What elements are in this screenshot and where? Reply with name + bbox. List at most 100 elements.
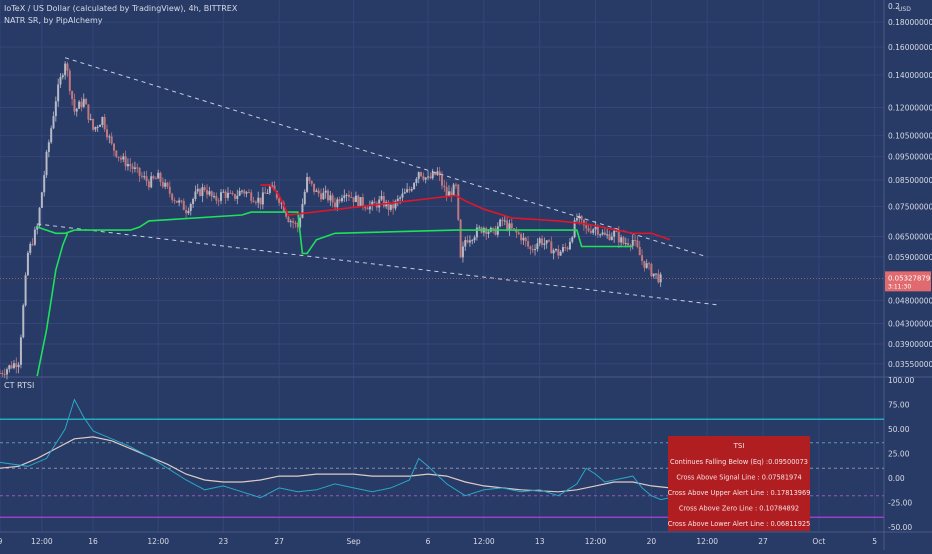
candle-body: [394, 200, 397, 209]
candle-body: [571, 237, 574, 242]
candle-body: [280, 202, 283, 204]
candle-body: [599, 234, 602, 236]
candle-body: [399, 197, 402, 199]
candle-body: [259, 197, 262, 205]
candle-body: [317, 190, 320, 194]
candle-body: [631, 240, 634, 246]
candle-body: [655, 273, 658, 275]
candle-body: [75, 108, 78, 112]
alert-box-line: Cross Above Signal Line : 0.07581974: [676, 474, 801, 482]
candle-body: [224, 191, 227, 198]
candle-body: [294, 222, 297, 224]
candle-body: [492, 227, 495, 229]
candle-body: [233, 194, 236, 199]
candle-body: [380, 195, 383, 200]
candle-body: [187, 210, 190, 214]
candle-body: [73, 99, 76, 112]
candle-body: [627, 243, 630, 246]
candle-body: [47, 142, 50, 152]
candle-body: [54, 101, 57, 117]
candle-body: [133, 167, 136, 169]
candle-body: [573, 220, 576, 238]
candle-body: [236, 195, 239, 199]
candle-body: [303, 191, 306, 204]
candle-body: [261, 192, 264, 205]
candle-body: [175, 200, 178, 203]
candle-body: [531, 249, 534, 251]
candle-body: [152, 176, 155, 179]
candle-body: [443, 185, 446, 188]
candle-body: [315, 190, 318, 192]
candle-body: [620, 237, 623, 243]
candle-body: [264, 192, 267, 194]
candle-body: [559, 251, 562, 256]
candle-body: [638, 246, 641, 256]
candle-body: [189, 203, 192, 211]
price-tick-label: 0.14000000: [888, 71, 932, 80]
candle-body: [103, 116, 106, 130]
candle-body: [622, 237, 625, 244]
candle-body: [340, 197, 343, 202]
candle-body: [601, 232, 604, 235]
price-tick-label: 0.07500000: [888, 202, 932, 211]
candle-body: [215, 196, 218, 201]
time-tick-label: 5: [872, 537, 877, 546]
candle-body: [59, 77, 62, 85]
candle-body: [368, 205, 371, 210]
candle-body: [119, 157, 122, 160]
candle-body: [278, 198, 281, 203]
candle-body: [320, 193, 323, 200]
alert-box-line: Continues Falling Below (Eq) :0.09500073: [670, 458, 808, 466]
candle-body: [557, 248, 560, 256]
candle-body: [85, 98, 88, 105]
candle-body: [608, 234, 611, 240]
candle-body: [64, 63, 67, 76]
candle-body: [529, 246, 532, 250]
candle-body: [389, 204, 392, 210]
candle-body: [268, 186, 271, 193]
candle-body: [159, 172, 162, 182]
candle-body: [527, 241, 530, 247]
candle-body: [548, 240, 551, 242]
candle-body: [313, 183, 316, 192]
candle-body: [471, 240, 474, 242]
tsi-alert-box: TSI Continues Falling Below (Eq) :0.09500…: [668, 436, 810, 531]
candle-body: [371, 201, 374, 206]
candle-body: [406, 189, 409, 193]
candle-body: [575, 218, 578, 221]
candle-body: [333, 202, 336, 208]
candle-body: [40, 192, 43, 208]
candle-body: [431, 172, 434, 179]
candle-body: [354, 195, 357, 203]
candle-body: [99, 124, 102, 127]
candle-body: [185, 210, 188, 214]
candle-body: [206, 189, 209, 195]
candle-body: [201, 187, 204, 196]
candle-body: [445, 187, 448, 197]
candle-body: [436, 171, 439, 175]
candle-body: [238, 190, 241, 196]
candle-body: [357, 195, 360, 207]
candle-body: [648, 263, 651, 265]
candle-body: [43, 175, 46, 193]
candle-body: [503, 220, 506, 222]
price-tick-label: 0.03550000: [888, 360, 932, 369]
candle-body: [338, 199, 341, 202]
price-pane[interactable]: [0, 57, 884, 380]
candle-body: [271, 185, 274, 187]
candle-body: [485, 228, 488, 234]
candle-body: [324, 190, 327, 193]
rtsi-tick-label: 100.00: [888, 376, 914, 385]
candle-body: [403, 192, 406, 194]
candle-body: [254, 202, 257, 204]
candle-body: [106, 129, 109, 138]
candle-body: [299, 217, 302, 228]
candle-body: [164, 182, 167, 187]
candle-body: [361, 197, 364, 207]
natr-resistance-line: [260, 184, 671, 241]
candle-body: [478, 227, 481, 229]
countdown-label: 3:11:30: [888, 283, 911, 290]
